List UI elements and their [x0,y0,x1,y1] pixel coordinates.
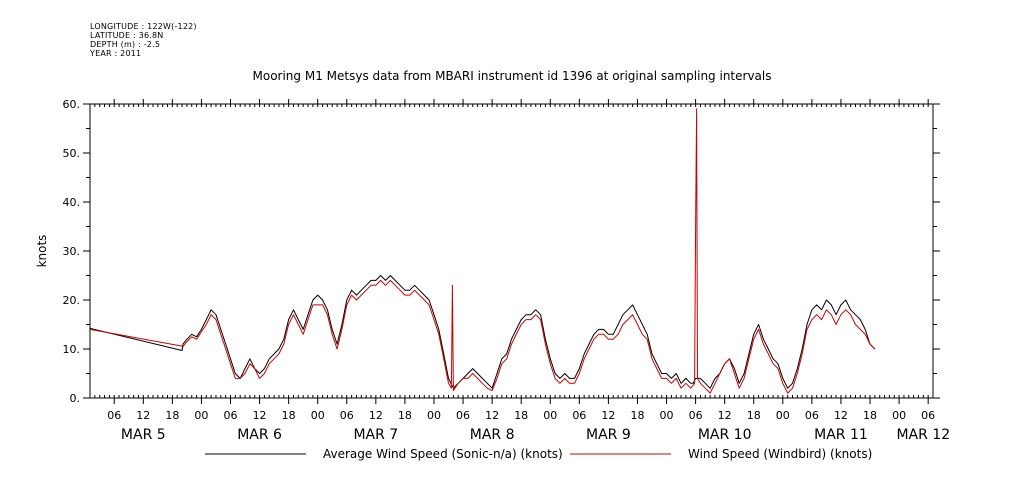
x-hour-label: 18 [165,409,179,422]
x-hour-label: 12 [601,409,615,422]
depth-label: DEPTH (m) : -2.5 [90,40,161,49]
x-hour-label: 06 [456,409,470,422]
x-day-label: MAR 5 [121,427,166,443]
x-hour-label: 18 [630,409,644,422]
y-tick-label: 20. [63,294,81,307]
x-day-label: MAR 8 [470,427,515,443]
plot-frame [89,103,934,399]
x-minor-ticks [89,104,934,398]
legend-label: Wind Speed (Windbird) (knots) [688,447,872,461]
series-line-windbird-speed [89,108,876,394]
x-hour-label: 00 [892,409,906,422]
x-hour-label: 06 [107,409,121,422]
series-line-average-wind-speed [89,275,876,389]
x-hour-label: 12 [369,409,383,422]
x-hour-label: 00 [427,409,441,422]
x-hour-label: 18 [747,409,761,422]
x-hour-label: 00 [194,409,208,422]
x-hour-label: 00 [543,409,557,422]
x-hour-label: 06 [921,409,935,422]
x-hour-label: 00 [311,409,325,422]
x-hour-label: 00 [776,409,790,422]
x-hour-label: 18 [282,409,296,422]
x-day-label: MAR 6 [237,427,282,443]
x-hour-label: 06 [689,409,703,422]
y-tick-label: 50. [63,147,81,160]
y-tick-label: 0. [70,392,81,405]
x-hour-label: 06 [340,409,354,422]
x-day-label: MAR 9 [586,427,631,443]
x-hour-label: 18 [398,409,412,422]
latitude-label: LATITUDE : 36.8N [90,31,164,40]
y-axis: 0. 10. 20. 30. 40. 50. 60. [63,98,940,405]
x-hour-label: 12 [136,409,150,422]
x-hour-label: 06 [805,409,819,422]
x-day-label: MAR 7 [353,427,398,443]
y-tick-label: 40. [63,196,81,209]
y-tick-label: 30. [63,245,81,258]
x-hour-label: 06 [572,409,586,422]
x-hour-label: 18 [514,409,528,422]
y-tick-label: 10. [63,343,81,356]
x-hour-label: 12 [834,409,848,422]
year-label: YEAR : 2011 [90,49,142,58]
x-day-label: MAR 10 [698,427,752,443]
chart-title: Mooring M1 Metsys data from MBARI instru… [253,69,772,83]
series-layer [89,108,876,394]
x-hour-label: 00 [660,409,674,422]
x-day-label: MAR 12 [896,427,950,443]
legend: Average Wind Speed (Sonic-n/a) (knots) Wi… [205,447,872,461]
x-hour-label: 12 [718,409,732,422]
x-axis: 06 12 18 00 06 12 18 00 06 12 18 00 06 12 18 00 06 12 18 00… [107,99,950,443]
legend-label: Average Wind Speed (Sonic-n/a) (knots) [323,447,563,461]
x-hour-label: 18 [863,409,877,422]
x-hour-label: 06 [224,409,238,422]
y-axis-label: knots [35,235,49,268]
longitude-label: LONGITUDE : 122W(-122) [90,22,197,31]
x-day-label: MAR 11 [814,427,868,443]
x-hour-label: 12 [253,409,267,422]
x-hour-label: 12 [485,409,499,422]
y-tick-label: 60. [63,98,81,111]
